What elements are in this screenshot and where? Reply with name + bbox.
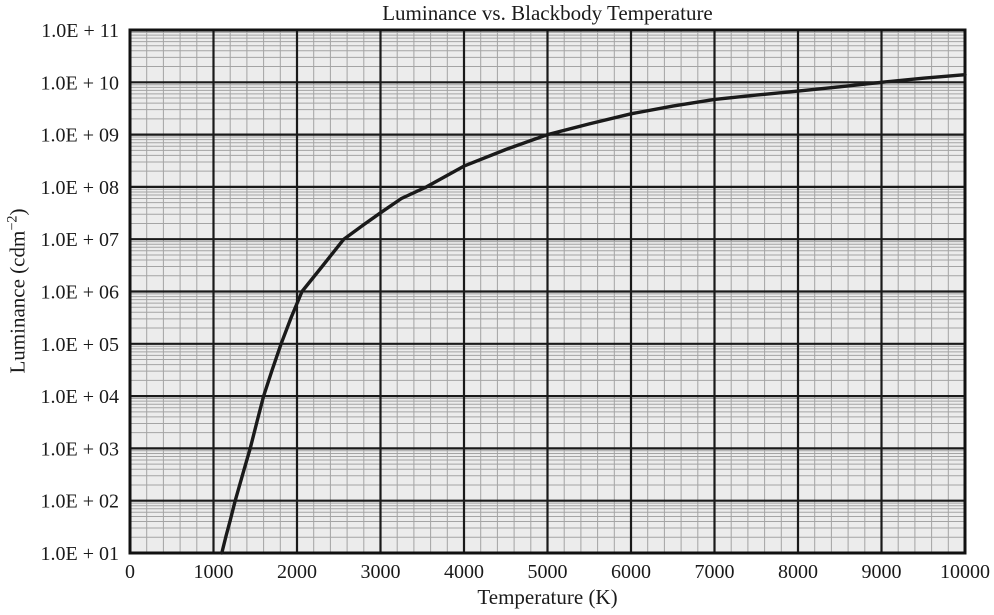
y-tick-label: 1.0E + 07: [41, 229, 120, 251]
plot-frame: [128, 28, 967, 555]
y-tick-label: 1.0E + 10: [41, 72, 120, 94]
y-axis-title-suffix: ): [5, 208, 30, 216]
x-tick-label: 5000: [528, 561, 568, 583]
chart-title: Luminance vs. Blackbody Temperature: [382, 1, 713, 25]
y-tick-label: 1.0E + 01: [41, 543, 120, 565]
x-tick-label: 0: [125, 561, 135, 583]
y-tick-label: 1.0E + 11: [41, 20, 119, 42]
y-tick-label: 1.0E + 05: [41, 334, 120, 356]
y-tick-label: 1.0E + 08: [41, 177, 120, 199]
y-axis-title-text: Luminance (cdm: [5, 230, 30, 374]
x-tick-label: 6000: [611, 561, 651, 583]
y-tick-label: 1.0E + 09: [41, 125, 120, 147]
y-tick-label: 1.0E + 03: [41, 438, 120, 460]
y-axis-title-superscript: −2: [4, 215, 21, 231]
x-tick-label: 8000: [778, 561, 818, 583]
y-tick-label: 1.0E + 02: [41, 491, 120, 513]
x-axis-title: Temperature (K): [477, 585, 618, 609]
y-tick-label: 1.0E + 04: [41, 386, 120, 408]
luminance-curve: [220, 73, 967, 555]
x-tick-label: 7000: [695, 561, 735, 583]
y-tick-label: 1.0E + 06: [41, 282, 120, 304]
x-tick-label: 9000: [862, 561, 902, 583]
x-tick-label: 3000: [361, 561, 401, 583]
x-tick-label: 1000: [194, 561, 234, 583]
x-tick-label: 2000: [277, 561, 317, 583]
y-axis-title: Luminance (cdm−2): [1, 208, 30, 373]
x-tick-label: 10000: [940, 561, 990, 583]
x-tick-label: 4000: [444, 561, 484, 583]
